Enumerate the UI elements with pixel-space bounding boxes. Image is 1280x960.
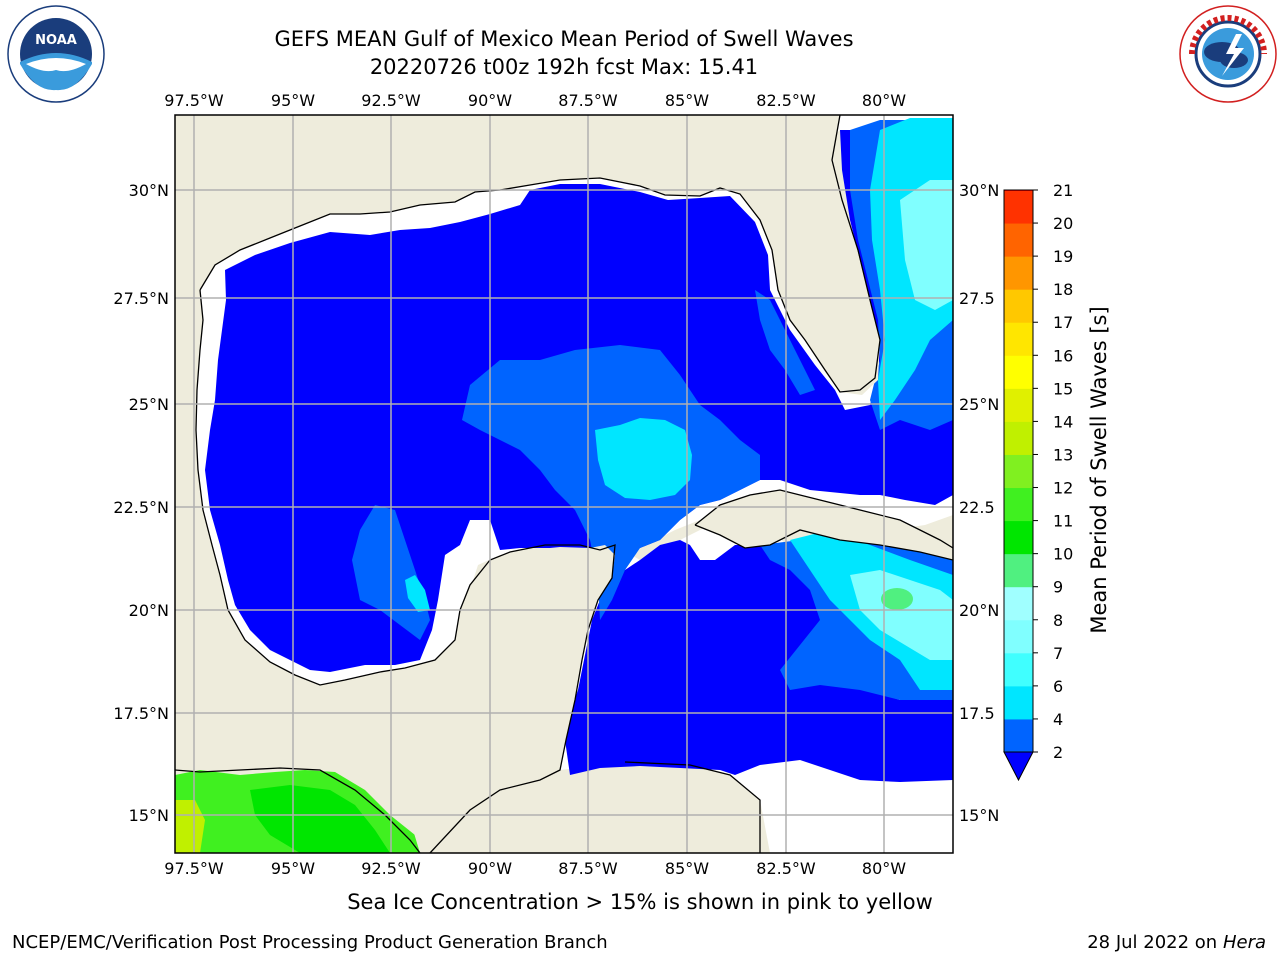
- colorbar-frame: [1003, 189, 1034, 753]
- lat-tick-label: 30°N: [959, 181, 999, 200]
- nws-logo: [1179, 5, 1277, 103]
- colorbar-tick-label: 7: [1053, 644, 1063, 663]
- lon-tick-label: 82.5°W: [756, 859, 816, 878]
- lon-tick-label: 80°W: [862, 859, 906, 878]
- colorbar-tick-label: 19: [1053, 247, 1073, 266]
- colorbar-tick-label: 9: [1053, 578, 1063, 597]
- lat-tick-label: 15°N: [129, 806, 169, 825]
- lon-tick-label: 97.5°W: [164, 91, 224, 110]
- lat-tick-label: 15°N: [959, 806, 999, 825]
- credit-host: Hera: [1222, 932, 1266, 953]
- colorbar-segment: [1004, 619, 1033, 654]
- lon-ticks-bottom: 97.5°W 95°W 92.5°W 90°W 87.5°W 85°W 82.5…: [164, 859, 906, 878]
- colorbar-label: Mean Period of Swell Waves [s]: [1087, 306, 1111, 633]
- sea-ice-footnote-text: Sea Ice Concentration > 15% is shown in …: [347, 890, 933, 914]
- lon-tick-label: 90°W: [468, 91, 512, 110]
- noaa-logo: NOAA: [7, 5, 105, 103]
- swell-band-4-6-small: [405, 575, 430, 612]
- land-yucatan: [320, 545, 615, 853]
- lon-tick-label: 87.5°W: [558, 859, 618, 878]
- title-line-1: GEFS MEAN Gulf of Mexico Mean Period of …: [274, 27, 854, 51]
- lon-tick-label: 92.5°W: [361, 91, 421, 110]
- colorbar-tick-label: 14: [1053, 412, 1073, 431]
- swell-band-6-8: [850, 570, 953, 660]
- colorbar-tick-label: 17: [1053, 313, 1073, 332]
- map-grid: [175, 115, 953, 853]
- colorbar-tick-label: 8: [1053, 611, 1063, 630]
- colorbar-tick-label: 10: [1053, 545, 1073, 564]
- lat-tick-label: 20°N: [129, 601, 169, 620]
- lat-tick-label: 30°N: [129, 181, 169, 200]
- colorbar-tick-label: 18: [1053, 280, 1073, 299]
- colorbar-segment: [1004, 223, 1033, 257]
- colorbar-tick-label: 6: [1053, 677, 1063, 696]
- lon-tick-label: 97.5°W: [164, 859, 224, 878]
- colorbar-segment: [1004, 685, 1033, 720]
- colorbar-segment: [1004, 487, 1033, 522]
- lon-tick-label: 95°W: [271, 859, 315, 878]
- lat-tick-label: 25°N: [959, 395, 999, 414]
- swell-band-6-8-atlantic: [900, 180, 953, 310]
- lat-tick-label: 22.5: [959, 498, 995, 517]
- colorbar-tick-label: 13: [1053, 445, 1073, 464]
- colorbar-tick-label: 21: [1053, 181, 1073, 200]
- colorbar-segment: [1004, 355, 1033, 389]
- colorbar-tick-label: 15: [1053, 379, 1073, 398]
- title-line-2: 20220726 t00z 192h fcst Max: 15.41: [369, 55, 759, 79]
- lat-tick-label: 20°N: [959, 601, 999, 620]
- colorbar: 2 4 6 7 8 9 10 11 12 13 14 15 16 17 18 19 20 21: [1003, 181, 1073, 782]
- colorbar-segment: [1004, 718, 1033, 753]
- lon-tick-label: 95°W: [271, 91, 315, 110]
- credit-date: 28 Jul 2022 on: [1087, 932, 1223, 953]
- swell-band-2-4-shelf: [755, 290, 815, 395]
- sea-ice-footnote: Sea Ice Concentration > 15% is shown in …: [0, 890, 1280, 914]
- lat-tick-label: 17.5°N: [113, 704, 169, 723]
- colorbar-segment: [1004, 388, 1033, 422]
- colorbar-segment: [1004, 190, 1033, 224]
- lat-tick-label: 25°N: [129, 395, 169, 414]
- svg-text:NOAA: NOAA: [35, 33, 77, 48]
- swell-band-9-10: [881, 588, 913, 610]
- colorbar-tick-label: 11: [1053, 512, 1073, 531]
- lon-tick-label: 85°W: [665, 91, 709, 110]
- colorbar-segment: [1004, 289, 1033, 323]
- lat-ticks-left: 30°N 27.5°N 25°N 22.5°N 20°N 17.5°N 15°N: [113, 181, 169, 825]
- pacific-swell-bright: [250, 785, 390, 853]
- colorbar-segment: [1004, 256, 1033, 290]
- credit-right: 28 Jul 2022 on Hera: [1087, 932, 1266, 953]
- colorbar-segment: [1004, 652, 1033, 687]
- lon-tick-label: 92.5°W: [361, 859, 421, 878]
- map-frame: [174, 114, 954, 854]
- lat-tick-label: 22.5°N: [113, 498, 169, 517]
- lon-tick-label: 87.5°W: [558, 91, 618, 110]
- colorbar-tick-label: 12: [1053, 479, 1073, 498]
- colorbar-segment: [1004, 421, 1033, 455]
- map-area: [175, 115, 953, 853]
- land-florida: [772, 130, 880, 395]
- lat-tick-label: 27.5°N: [113, 289, 169, 308]
- colorbar-tick-label: 20: [1053, 214, 1073, 233]
- colorbar-tick-label: 2: [1053, 743, 1063, 762]
- lon-tick-label: 82.5°W: [756, 91, 816, 110]
- lat-ticks-right: 30°N 27.5 25°N 22.5 20°N 17.5 15°N: [959, 181, 999, 825]
- lon-ticks-top: 97.5°W 95°W 92.5°W 90°W 87.5°W 85°W 82.5…: [164, 91, 906, 110]
- colorbar-segment: [1004, 322, 1033, 356]
- lon-tick-label: 90°W: [468, 859, 512, 878]
- swell-band-4-6: [595, 418, 692, 500]
- lon-tick-label: 85°W: [665, 859, 709, 878]
- credit-left: NCEP/EMC/Verification Post Processing Pr…: [12, 932, 608, 953]
- lon-tick-label: 80°W: [862, 91, 906, 110]
- lat-tick-label: 17.5: [959, 704, 995, 723]
- colorbar-segment: [1004, 520, 1033, 555]
- pacific-swell-yellow: [175, 800, 205, 853]
- colorbar-segment: [1004, 553, 1033, 588]
- colorbar-tick-label: 16: [1053, 346, 1073, 365]
- colorbar-extend-arrow: [1003, 751, 1034, 782]
- lat-tick-label: 27.5: [959, 289, 995, 308]
- colorbar-segment: [1004, 454, 1033, 489]
- colorbar-segment: [1004, 586, 1033, 621]
- colorbar-tick-label: 4: [1053, 710, 1063, 729]
- coastline: [175, 115, 953, 853]
